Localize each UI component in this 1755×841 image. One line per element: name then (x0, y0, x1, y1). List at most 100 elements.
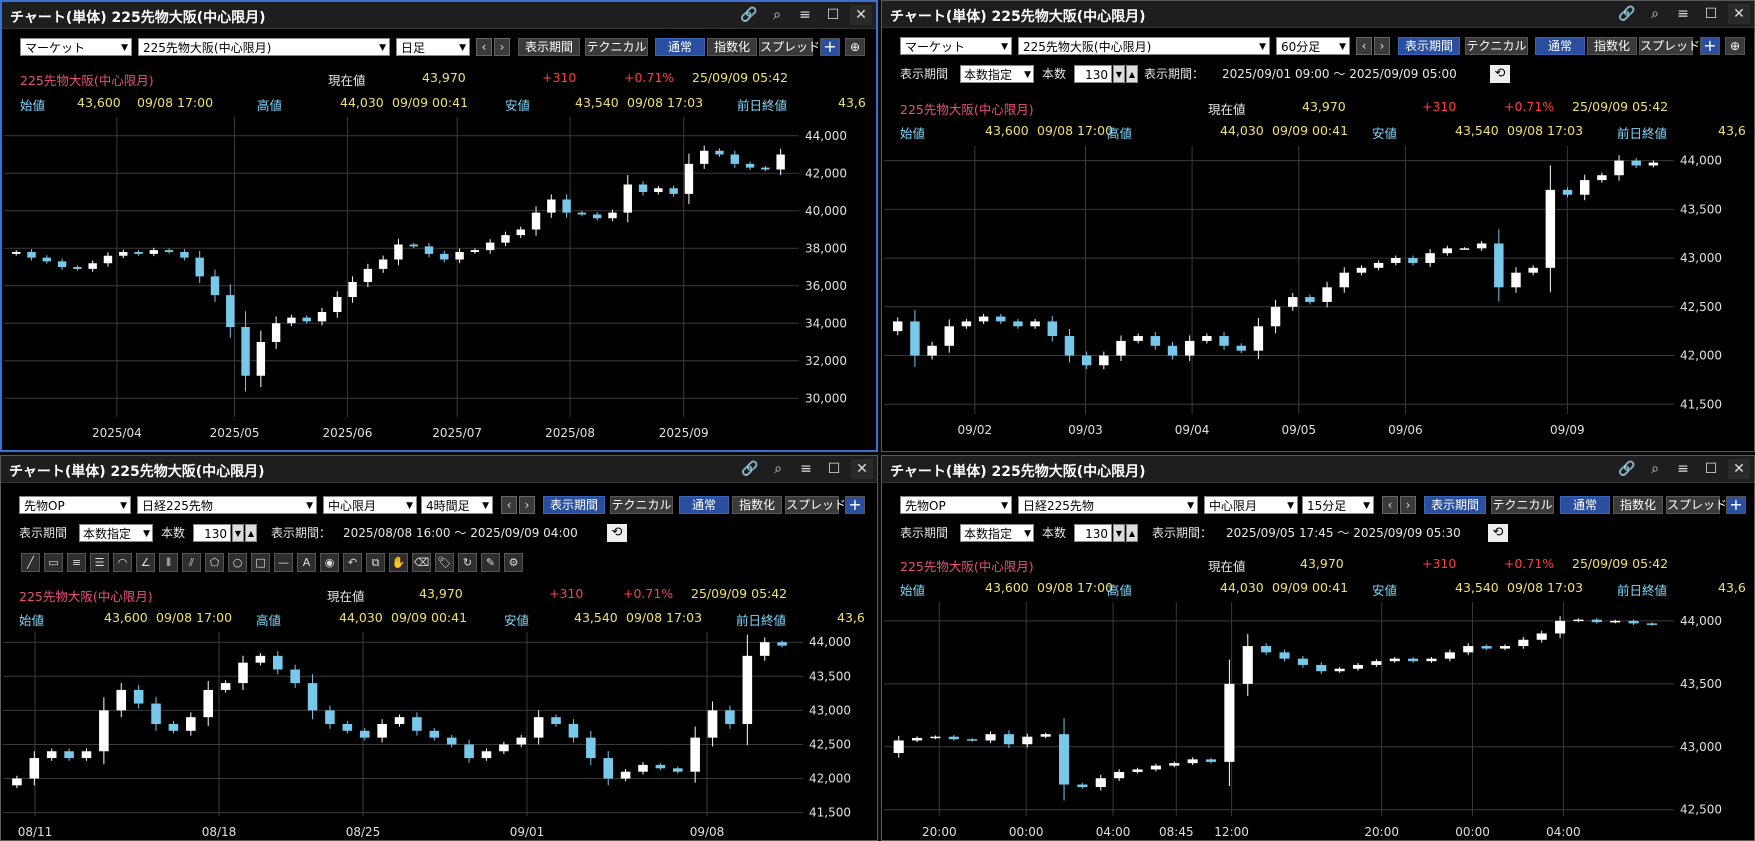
link-icon[interactable]: 🔗 (1618, 6, 1636, 22)
search-icon[interactable]: ⌕ (773, 7, 781, 23)
normal-button[interactable]: 通常 (1560, 496, 1610, 514)
index-button[interactable]: 指数化 (732, 496, 782, 514)
ruler-icon[interactable]: ▭ (44, 553, 63, 572)
symbol-select[interactable]: 225先物大阪(中心限月) (138, 38, 390, 57)
line-icon[interactable]: ╱ (21, 553, 40, 572)
close-icon[interactable]: ✕ (850, 5, 872, 25)
fib-icon[interactable]: ≡ (67, 553, 86, 572)
close-icon[interactable]: ✕ (1728, 459, 1750, 479)
period-mode-select[interactable]: 本数指定 (960, 524, 1034, 543)
hline-icon[interactable]: — (274, 553, 293, 572)
gear-icon[interactable]: ⚙ (504, 553, 523, 572)
next-button[interactable]: › (1400, 496, 1416, 514)
close-icon[interactable]: ✕ (851, 459, 873, 479)
icon-tool-icon[interactable]: ◉ (320, 553, 339, 572)
interval-select[interactable]: 4時間足 (421, 496, 493, 515)
arc-icon[interactable]: ◠ (113, 553, 132, 572)
maximize-icon[interactable]: ☐ (827, 461, 841, 477)
count-down-button[interactable]: ▼ (232, 524, 244, 542)
candlestick-chart[interactable]: 44,000 42,000 40,000 38,000 36,000 34,000 32,0… (4, 117, 878, 452)
zoom-icon[interactable]: ⊕ (845, 38, 865, 56)
rect-icon[interactable]: □ (251, 553, 270, 572)
period-button[interactable]: 表示期間 (518, 38, 580, 56)
prev-button[interactable]: ‹ (476, 38, 492, 56)
market-select[interactable]: マーケット (20, 38, 132, 57)
interval-select[interactable]: 15分足 (1302, 496, 1374, 515)
rotate-icon[interactable]: ↻ (458, 553, 477, 572)
market-select[interactable]: マーケット (900, 37, 1012, 56)
candlestick-chart[interactable]: 44,000 43,500 43,000 42,500 42,000 41,500 08/1… (3, 632, 877, 840)
settings2-icon[interactable]: ✎ (481, 553, 500, 572)
fan-icon[interactable]: ∠ (136, 553, 155, 572)
technical-button[interactable]: テクニカル (610, 496, 673, 514)
month-select[interactable]: 中心限月 (1204, 496, 1298, 515)
count-down-button[interactable]: ▼ (1113, 65, 1125, 83)
candlestick-chart[interactable]: 44,000 43,500 43,000 42,500 20:00 00:00 04:00 0… (884, 602, 1754, 840)
menu-icon[interactable]: ≡ (1677, 6, 1689, 22)
index-button[interactable]: 指数化 (1613, 496, 1663, 514)
normal-button[interactable]: 通常 (679, 496, 729, 514)
maximize-icon[interactable]: ☐ (1704, 6, 1718, 22)
count-input[interactable]: 130 (1074, 65, 1112, 83)
add-button[interactable]: + (1700, 37, 1720, 55)
panel-titlebar[interactable]: チャート(単体) 225先物大阪(中心限月) 🔗 ⌕ ≡ ☐ ✕ (882, 1, 1754, 28)
market-select[interactable]: 先物OP (19, 496, 131, 515)
link-icon[interactable]: 🔗 (741, 461, 759, 477)
period-button[interactable]: 表示期間 (1398, 37, 1460, 55)
technical-button[interactable]: テクニカル (1491, 496, 1554, 514)
add-button[interactable]: + (820, 38, 840, 56)
spread-button[interactable]: スプレッド (785, 496, 847, 514)
maximize-icon[interactable]: ☐ (826, 7, 840, 23)
normal-button[interactable]: 通常 (655, 38, 705, 56)
zoom-icon[interactable]: ⊕ (1725, 37, 1745, 55)
count-input[interactable]: 130 (193, 524, 231, 542)
symbol-select[interactable]: 日経225先物 (137, 496, 317, 515)
grid-icon[interactable]: ⦀ (159, 553, 178, 572)
tag-icon[interactable]: 🏷 (435, 553, 454, 572)
prev-button[interactable]: ‹ (1356, 37, 1372, 55)
index-button[interactable]: 指数化 (707, 38, 757, 56)
copy-icon[interactable]: ⧉ (366, 553, 385, 572)
search-icon[interactable]: ⌕ (1651, 461, 1659, 477)
market-select[interactable]: 先物OP (900, 496, 1012, 515)
add-button[interactable]: + (1726, 496, 1746, 514)
eraser-icon[interactable]: ⌫ (412, 553, 431, 572)
reload-icon[interactable]: ⟲ (1490, 65, 1510, 83)
period-button[interactable]: 表示期間 (1424, 496, 1486, 514)
technical-button[interactable]: テクニカル (1465, 37, 1528, 55)
candlestick-chart[interactable]: 44,000 43,500 43,000 42,500 42,000 41,500 09/0… (884, 146, 1754, 451)
index-button[interactable]: 指数化 (1587, 37, 1637, 55)
count-down-button[interactable]: ▼ (1113, 524, 1125, 542)
interval-select[interactable]: 日足 (396, 38, 470, 57)
next-button[interactable]: › (494, 38, 510, 56)
pentagon-icon[interactable]: ⬠ (205, 553, 224, 572)
undo-icon[interactable]: ↶ (343, 553, 362, 572)
interval-select[interactable]: 60分足 (1276, 37, 1350, 56)
maximize-icon[interactable]: ☐ (1704, 461, 1718, 477)
link-icon[interactable]: 🔗 (740, 7, 758, 23)
symbol-select[interactable]: 日経225先物 (1018, 496, 1198, 515)
search-icon[interactable]: ⌕ (774, 461, 782, 477)
spread-button[interactable]: スプレッド (1666, 496, 1728, 514)
count-up-button[interactable]: ▲ (245, 524, 257, 542)
circle-icon[interactable]: ○ (228, 553, 247, 572)
symbol-select[interactable]: 225先物大阪(中心限月) (1018, 37, 1270, 56)
search-icon[interactable]: ⌕ (1651, 6, 1659, 22)
panel-titlebar[interactable]: チャート(単体) 225先物大阪(中心限月) 🔗 ⌕ ≡ ☐ ✕ (1, 456, 877, 483)
next-button[interactable]: › (519, 496, 535, 514)
lines-icon[interactable]: ☰ (90, 553, 109, 572)
text-icon[interactable]: A (297, 553, 316, 572)
spread-button[interactable]: スプレッド (759, 38, 821, 56)
count-up-button[interactable]: ▲ (1126, 65, 1138, 83)
next-button[interactable]: › (1374, 37, 1390, 55)
technical-button[interactable]: テクニカル (585, 38, 648, 56)
month-select[interactable]: 中心限月 (323, 496, 417, 515)
period-mode-select[interactable]: 本数指定 (79, 524, 153, 543)
reload-icon[interactable]: ⟲ (607, 524, 627, 542)
reload-icon[interactable]: ⟲ (1488, 524, 1508, 542)
add-button[interactable]: + (845, 496, 865, 514)
menu-icon[interactable]: ≡ (800, 461, 812, 477)
period-button[interactable]: 表示期間 (543, 496, 605, 514)
prev-button[interactable]: ‹ (1382, 496, 1398, 514)
prev-button[interactable]: ‹ (501, 496, 517, 514)
